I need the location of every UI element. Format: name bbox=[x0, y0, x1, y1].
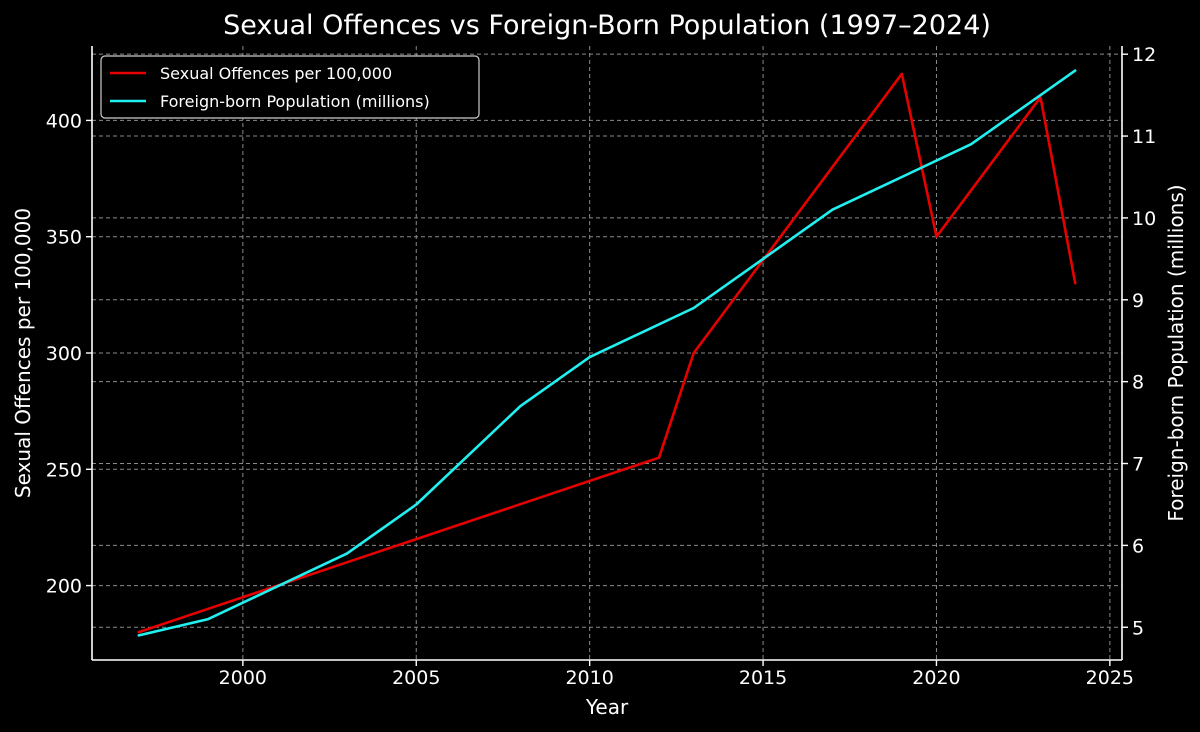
ticks: 2000 2005 2010 2015 2020 2025 200 250 300 350 400 5… bbox=[46, 44, 1156, 689]
y-tick-label-left: 200 bbox=[46, 576, 82, 598]
y-tick-label-right: 5 bbox=[1132, 617, 1144, 639]
x-tick-label: 2005 bbox=[392, 667, 440, 689]
x-tick-label: 2000 bbox=[219, 667, 267, 689]
y-tick-label-left: 250 bbox=[46, 459, 82, 481]
y-tick-label-right: 7 bbox=[1132, 454, 1144, 476]
y-tick-label-left: 400 bbox=[46, 110, 82, 132]
x-tick-label: 2010 bbox=[565, 667, 613, 689]
y-axis-label-left: Sexual Offences per 100,000 bbox=[11, 208, 35, 498]
y-tick-label-left: 350 bbox=[46, 227, 82, 249]
legend: Sexual Offences per 100,000 Foreign-born… bbox=[100, 55, 480, 119]
series bbox=[137, 69, 1077, 637]
y-tick-label-left: 300 bbox=[46, 343, 82, 365]
y-tick-label-right: 10 bbox=[1132, 208, 1156, 230]
grid bbox=[92, 46, 1122, 660]
y-tick-label-right: 6 bbox=[1132, 535, 1144, 557]
legend-box bbox=[100, 55, 480, 119]
x-tick-label: 2020 bbox=[912, 667, 960, 689]
y-tick-label-right: 11 bbox=[1132, 126, 1156, 148]
legend-label-sexual-offences: Sexual Offences per 100,000 bbox=[160, 64, 392, 83]
y-tick-label-right: 9 bbox=[1132, 290, 1144, 312]
x-tick-label: 2015 bbox=[739, 667, 787, 689]
x-tick-label: 2025 bbox=[1086, 667, 1134, 689]
y-axis-label-right: Foreign-born Population (millions) bbox=[1164, 184, 1188, 521]
y-tick-label-right: 12 bbox=[1132, 44, 1156, 66]
legend-label-foreign-born: Foreign-born Population (millions) bbox=[160, 92, 430, 111]
chart-title: Sexual Offences vs Foreign-Born Populati… bbox=[223, 10, 991, 41]
series-line-foreign-born-population bbox=[137, 69, 1077, 637]
y-tick-label-right: 8 bbox=[1132, 372, 1144, 394]
x-axis-label: Year bbox=[585, 695, 629, 719]
